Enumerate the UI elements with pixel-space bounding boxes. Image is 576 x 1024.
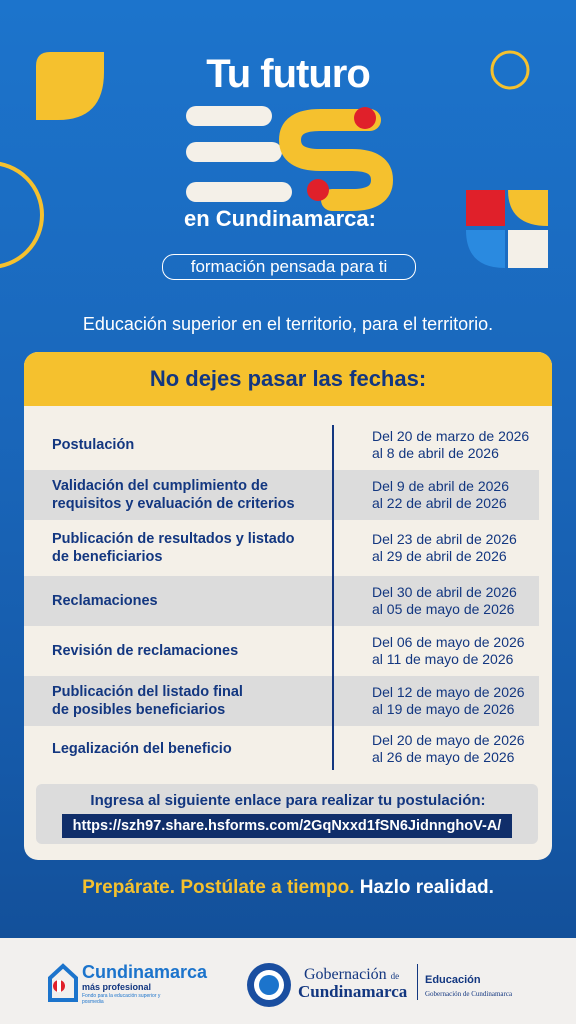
leaf-shape <box>36 52 104 120</box>
pill: formación pensada para ti <box>162 254 416 280</box>
row-dates: Del 12 de mayo de 2026 al 19 de mayo de 2… <box>372 684 525 718</box>
ring <box>490 50 530 90</box>
table-row: Revisión de reclamaciones Del 06 de mayo … <box>24 628 539 674</box>
row-label: Postulación <box>52 436 134 454</box>
label-line: Publicación de resultados y listado <box>52 531 295 547</box>
table-row: Validación del cumplimiento de requisitos… <box>24 470 539 520</box>
row-label: Publicación de resultados y listado de be… <box>52 530 295 566</box>
link-prompt: Ingresa al siguiente enlace para realiza… <box>90 792 486 809</box>
blocks <box>466 190 548 268</box>
label-line: Revisión de reclamaciones <box>52 643 239 659</box>
label-line: Reclamaciones <box>52 593 158 609</box>
date-line: Del 20 de mayo de 2026 <box>372 732 525 748</box>
row-dates: Del 20 de mayo de 2026 al 26 de mayo de 2… <box>372 732 525 766</box>
date-line: Del 12 de mayo de 2026 <box>372 684 525 700</box>
es-logo <box>186 106 394 211</box>
edu: Educación <box>425 974 481 986</box>
label-line: Legalización del beneficio <box>52 741 232 757</box>
table-row: Publicación del listado final de posibles… <box>24 676 539 726</box>
date-line: al 19 de mayo de 2026 <box>372 701 515 717</box>
tagline-part: Hazlo realidad. <box>359 877 494 898</box>
ring <box>0 161 44 269</box>
decoration <box>0 50 548 269</box>
row-label: Revisión de reclamaciones <box>52 642 238 660</box>
tagline-part: Prepárate. <box>82 877 176 898</box>
date-line: Del 06 de mayo de 2026 <box>372 634 525 650</box>
label-line: Publicación del listado final <box>52 684 243 700</box>
date-line: Del 9 de abril de 2026 <box>372 478 509 494</box>
table-row: Reclamaciones Del 30 de abril de 2026 al 0… <box>24 576 539 626</box>
date-line: Del 20 de marzo de 2026 <box>372 428 530 444</box>
date-line: al 22 de abril de 2026 <box>372 495 507 511</box>
footer: Cundinamarca más profesional Fondo para … <box>0 938 576 1024</box>
card: No dejes pasar las fechas: Postulación De… <box>24 352 552 860</box>
seal <box>247 963 291 1007</box>
date-line: al 11 de mayo de 2026 <box>372 651 514 667</box>
tagline-part: Postúlate a tiempo. <box>180 877 355 898</box>
label-line: Validación del cumplimiento de <box>52 478 268 494</box>
row-label: Legalización del beneficio <box>52 740 232 758</box>
title: Tu futuro <box>206 52 371 96</box>
date-line: al 05 de mayo de 2026 <box>372 601 515 617</box>
date-line: al 8 de abril de 2026 <box>372 445 499 461</box>
label-line: de beneficiarios <box>52 549 163 565</box>
brand-sub: más profesional <box>82 982 152 992</box>
subtitle: Educación superior en el territorio, par… <box>82 314 494 334</box>
brand-icon <box>48 963 78 1002</box>
gov-de: de <box>390 971 400 981</box>
gov-bottom: Cundinamarca <box>298 982 408 1001</box>
card-header <box>24 352 552 406</box>
separator <box>417 964 418 1000</box>
title: en Cundinamarca: <box>184 206 376 231</box>
gov-top: Gobernación <box>304 966 387 983</box>
row-dates: Del 06 de mayo de 2026 al 11 de mayo de 2… <box>372 634 525 668</box>
row-dates: Del 9 de abril de 2026 al 22 de abril de … <box>372 478 509 512</box>
gov: Gobernación de <box>304 966 399 984</box>
date-line: al 26 de mayo de 2026 <box>372 749 515 765</box>
divider <box>332 425 334 770</box>
card-title: No dejes pasar las fechas: <box>149 366 427 391</box>
tagline: Prepárate. Postúlate a tiempo. Hazlo rea… <box>0 877 576 899</box>
table-row: Postulación Del 20 de marzo de 2026 al 8 d… <box>24 420 539 470</box>
brand-note: Fondo para la educación superior y posme… <box>82 993 161 1005</box>
table-row: Publicación de resultados y listado de be… <box>24 522 539 574</box>
link[interactable]: https://szh97.share.hsforms.com/2GqNxxd1… <box>62 814 512 838</box>
label-line: requisitos y evaluación de criterios <box>52 496 295 512</box>
edu-sub: Gobernación de Cundinamarca <box>425 990 513 998</box>
row-label: Validación del cumplimiento de requisitos… <box>52 477 295 513</box>
row-dates: Del 30 de abril de 2026 al 05 de mayo de … <box>372 584 517 618</box>
label-line: de posibles beneficiarios <box>52 702 226 718</box>
label-line: Postulación <box>52 437 135 453</box>
row-dates: Del 20 de marzo de 2026 al 8 de abril de … <box>372 428 529 462</box>
row-label: Publicación del listado final de posibles… <box>52 683 243 719</box>
date-line: Del 23 de abril de 2026 <box>372 531 517 547</box>
row-dates: Del 23 de abril de 2026 al 29 de abril de… <box>372 531 517 565</box>
date-line: Del 30 de abril de 2026 <box>372 584 517 600</box>
row-label: Reclamaciones <box>52 592 158 610</box>
table-row: Legalización del beneficio Del 20 de mayo… <box>24 726 539 772</box>
date-line: al 29 de abril de 2026 <box>372 548 507 564</box>
brand: Cundinamarca <box>82 962 208 982</box>
